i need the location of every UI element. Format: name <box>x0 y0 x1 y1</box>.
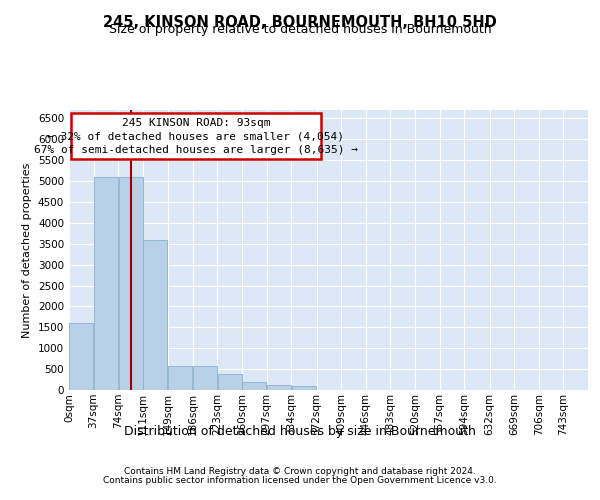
Bar <box>94 177 118 390</box>
Text: 245 KINSON ROAD: 93sqm: 245 KINSON ROAD: 93sqm <box>122 118 270 128</box>
Bar <box>69 323 94 390</box>
Text: Distribution of detached houses by size in Bournemouth: Distribution of detached houses by size … <box>124 424 476 438</box>
Bar <box>218 374 242 390</box>
Text: ← 32% of detached houses are smaller (4,054): ← 32% of detached houses are smaller (4,… <box>47 132 344 141</box>
Text: 245, KINSON ROAD, BOURNEMOUTH, BH10 5HD: 245, KINSON ROAD, BOURNEMOUTH, BH10 5HD <box>103 15 497 30</box>
Bar <box>193 366 217 390</box>
Bar <box>143 240 167 390</box>
Bar <box>242 382 266 390</box>
Bar <box>292 386 316 390</box>
Bar <box>119 177 143 390</box>
FancyBboxPatch shape <box>71 114 320 160</box>
Y-axis label: Number of detached properties: Number of detached properties <box>22 162 32 338</box>
Text: Contains public sector information licensed under the Open Government Licence v3: Contains public sector information licen… <box>103 476 497 485</box>
Text: 67% of semi-detached houses are larger (8,635) →: 67% of semi-detached houses are larger (… <box>34 144 358 154</box>
Text: Size of property relative to detached houses in Bournemouth: Size of property relative to detached ho… <box>109 22 491 36</box>
Bar <box>169 366 193 390</box>
Text: Contains HM Land Registry data © Crown copyright and database right 2024.: Contains HM Land Registry data © Crown c… <box>124 467 476 476</box>
Bar <box>267 384 291 390</box>
